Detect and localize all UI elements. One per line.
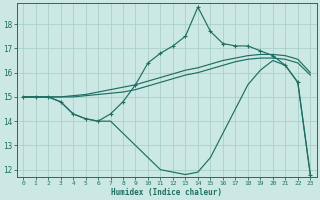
X-axis label: Humidex (Indice chaleur): Humidex (Indice chaleur) [111, 188, 222, 197]
